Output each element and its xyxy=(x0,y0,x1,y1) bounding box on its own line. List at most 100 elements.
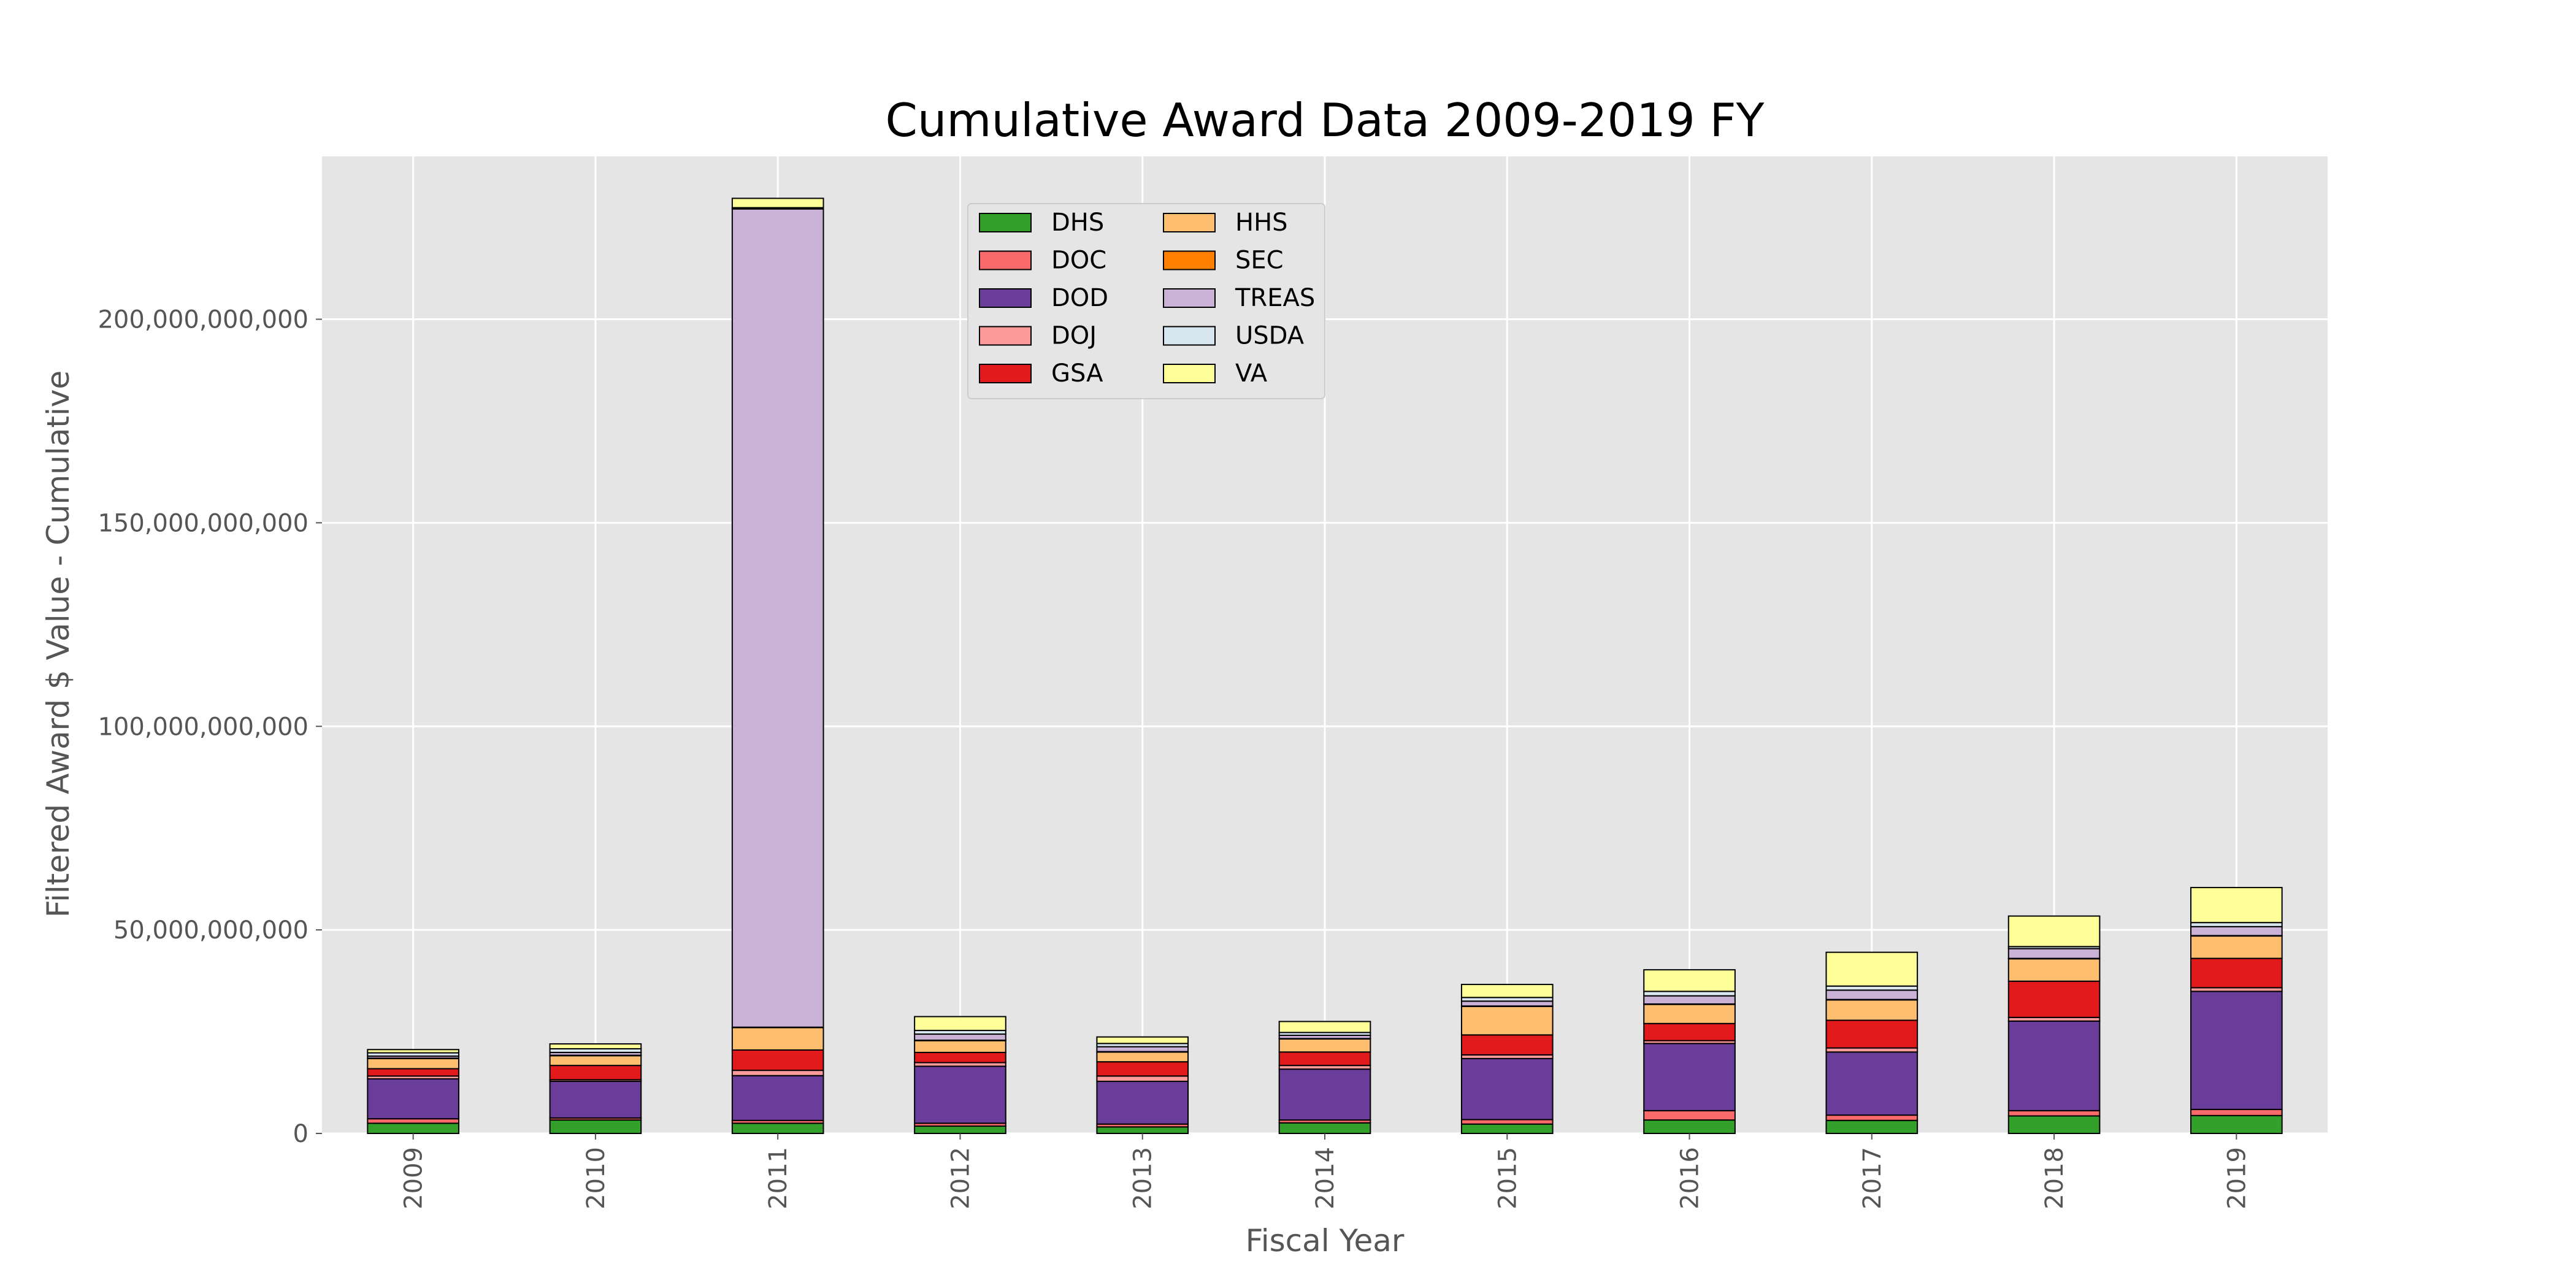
bar-segment-va-2011 xyxy=(731,197,824,209)
bar-segment-gsa-2017 xyxy=(1825,1019,1919,1049)
bar-segment-va-2014 xyxy=(1278,1021,1371,1033)
bar-segment-gsa-2018 xyxy=(2007,980,2101,1018)
legend-label: SEC xyxy=(1235,247,1284,275)
legend-swatch xyxy=(979,326,1032,346)
legend-swatch xyxy=(1163,250,1216,270)
bar-segment-dhs-2019 xyxy=(2190,1114,2283,1135)
x-tick-label: 2014 xyxy=(1311,1147,1340,1209)
bar-segment-treas-2019 xyxy=(2190,926,2283,937)
bar-segment-dhs-2017 xyxy=(1825,1119,1919,1135)
bar-segment-doc-2015 xyxy=(1460,1119,1554,1125)
legend-swatch xyxy=(979,288,1032,308)
bar-segment-gsa-2011 xyxy=(731,1049,824,1071)
bar-segment-va-2009 xyxy=(367,1049,459,1054)
bar-segment-dod-2019 xyxy=(2190,991,2283,1110)
bar-segment-treas-2015 xyxy=(1460,1000,1554,1007)
bar-stack-2010 xyxy=(549,1043,642,1134)
bar-segment-usda-2016 xyxy=(1643,991,1736,997)
legend-item-doj: DOJ xyxy=(979,322,1097,350)
bar-stack-2015 xyxy=(1460,984,1554,1135)
bar-segment-doj-2013 xyxy=(1096,1075,1189,1083)
bar-segment-dod-2015 xyxy=(1460,1057,1554,1121)
bar-segment-va-2015 xyxy=(1460,984,1554,999)
x-tick-label: 2012 xyxy=(946,1147,975,1209)
bar-segment-doc-2019 xyxy=(2190,1108,2283,1116)
bar-segment-dod-2012 xyxy=(914,1065,1006,1124)
bar-stack-2009 xyxy=(367,1049,459,1134)
bar-segment-dhs-2014 xyxy=(1278,1122,1371,1135)
legend-box xyxy=(967,203,1325,399)
bar-segment-hhs-2019 xyxy=(2190,935,2283,959)
x-tick-label: 2009 xyxy=(400,1147,428,1209)
bar-segment-treas-2011 xyxy=(731,208,824,1028)
y-axis-ticks: 0 50,000,000,000 100,000,000,000 150,000,00… xyxy=(98,306,322,1148)
bar-segment-dod-2016 xyxy=(1643,1043,1736,1111)
legend-swatch xyxy=(979,364,1032,383)
bars xyxy=(367,197,2283,1135)
y-axis-label: Filtered Award $ Value - Cumulative xyxy=(40,370,76,918)
y-tick-label: 0 xyxy=(293,1120,309,1148)
bar-segment-va-2017 xyxy=(1825,951,1919,987)
x-axis-ticks: 2009 2010 2011 2012 2013 2014 2015 2016 2017 2018… xyxy=(400,1133,2251,1209)
legend-swatch xyxy=(979,250,1032,270)
bar-segment-treas-2013 xyxy=(1096,1046,1189,1052)
bar-segment-dhs-2015 xyxy=(1460,1123,1554,1135)
bar-segment-doc-2017 xyxy=(1825,1114,1919,1121)
bar-segment-va-2010 xyxy=(549,1043,642,1049)
legend: DHS DOC DOD DOJ GSA HHS SEC TREAS USDA VA xyxy=(967,203,1325,399)
bar-segment-dhs-2016 xyxy=(1643,1119,1736,1134)
bar-segment-gsa-2009 xyxy=(367,1068,459,1077)
legend-item-doc: DOC xyxy=(979,247,1106,275)
bar-stack-2017 xyxy=(1825,951,1919,1135)
legend-swatch xyxy=(1163,364,1216,383)
bar-stack-2018 xyxy=(2007,915,2101,1134)
x-tick-label: 2013 xyxy=(1129,1147,1157,1209)
bar-segment-dod-2010 xyxy=(549,1081,642,1119)
bar-stack-2019 xyxy=(2190,887,2283,1135)
legend-label: DOJ xyxy=(1051,322,1097,350)
bar-stack-2012 xyxy=(914,1016,1006,1134)
bar-segment-dhs-2012 xyxy=(914,1125,1006,1134)
bar-segment-hhs-2016 xyxy=(1643,1003,1736,1024)
bar-segment-dhs-2013 xyxy=(1096,1126,1189,1135)
bar-segment-va-2018 xyxy=(2007,915,2101,948)
bar-segment-dhs-2009 xyxy=(367,1122,459,1134)
legend-label: TREAS xyxy=(1235,284,1315,312)
legend-label: GSA xyxy=(1051,359,1103,388)
bar-segment-dhs-2010 xyxy=(549,1119,642,1134)
y-tick-label: 50,000,000,000 xyxy=(113,916,309,945)
legend-label: DOD xyxy=(1051,284,1108,312)
legend-label: USDA xyxy=(1235,322,1305,350)
bar-segment-va-2013 xyxy=(1096,1036,1189,1045)
legend-swatch xyxy=(1163,288,1216,308)
bar-segment-hhs-2018 xyxy=(2007,958,2101,982)
bar-stack-2014 xyxy=(1278,1021,1371,1135)
chart-title: Cumulative Award Data 2009-2019 FY xyxy=(886,93,1765,147)
legend-item-dod: DOD xyxy=(979,284,1108,312)
legend-swatch xyxy=(1163,326,1216,346)
bar-segment-hhs-2015 xyxy=(1460,1005,1554,1036)
legend-item-hhs: HHS xyxy=(1163,209,1288,237)
legend-label: DHS xyxy=(1051,209,1104,237)
x-tick-label: 2015 xyxy=(1493,1147,1522,1209)
bar-segment-dod-2013 xyxy=(1096,1081,1189,1125)
legend-label: HHS xyxy=(1235,209,1288,237)
legend-label: VA xyxy=(1235,359,1268,388)
bar-segment-gsa-2014 xyxy=(1278,1051,1371,1067)
legend-item-sec: SEC xyxy=(1163,247,1284,275)
bar-segment-hhs-2013 xyxy=(1096,1051,1189,1063)
bar-stack-2011 xyxy=(731,197,824,1134)
bar-segment-doc-2016 xyxy=(1643,1110,1736,1121)
bar-segment-gsa-2012 xyxy=(914,1051,1006,1064)
bar-segment-hhs-2012 xyxy=(914,1040,1006,1053)
y-tick-label: 100,000,000,000 xyxy=(98,713,309,741)
bar-segment-gsa-2016 xyxy=(1643,1022,1736,1041)
legend-swatch xyxy=(1163,213,1216,232)
bar-segment-treas-2018 xyxy=(2007,948,2101,959)
legend-swatch xyxy=(979,213,1032,232)
bar-segment-treas-2012 xyxy=(914,1033,1006,1041)
bar-segment-gsa-2019 xyxy=(2190,957,2283,989)
bar-segment-dhs-2018 xyxy=(2007,1115,2101,1134)
x-tick-label: 2018 xyxy=(2041,1147,2069,1209)
